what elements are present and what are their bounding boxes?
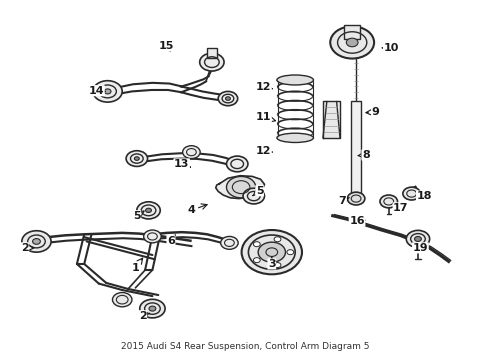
Circle shape [347, 192, 365, 205]
Text: 16: 16 [349, 216, 366, 226]
Text: 7: 7 [339, 197, 349, 206]
Circle shape [406, 230, 430, 248]
FancyBboxPatch shape [206, 48, 217, 58]
Circle shape [274, 262, 281, 267]
Circle shape [287, 249, 294, 255]
Text: 3: 3 [268, 258, 275, 269]
Circle shape [220, 237, 238, 249]
Polygon shape [323, 102, 340, 138]
Text: 15: 15 [158, 41, 174, 52]
Circle shape [346, 38, 358, 47]
Circle shape [225, 97, 230, 100]
Circle shape [22, 231, 51, 252]
Ellipse shape [277, 75, 314, 85]
Text: 5: 5 [133, 211, 144, 221]
Circle shape [253, 242, 260, 247]
Text: 10: 10 [383, 43, 399, 53]
Text: 6: 6 [167, 235, 175, 246]
Circle shape [253, 258, 260, 263]
Text: 12: 12 [256, 82, 272, 92]
Circle shape [274, 237, 281, 242]
Circle shape [104, 89, 111, 94]
Text: 2: 2 [21, 243, 34, 253]
Circle shape [243, 188, 265, 204]
Text: 13: 13 [174, 159, 191, 169]
Text: 1: 1 [131, 258, 143, 273]
Circle shape [226, 176, 256, 198]
Text: 5: 5 [253, 186, 264, 196]
Circle shape [218, 91, 238, 106]
Circle shape [140, 299, 165, 318]
Circle shape [415, 237, 421, 242]
Circle shape [242, 230, 302, 274]
Text: 9: 9 [366, 107, 380, 117]
Text: 18: 18 [416, 191, 432, 201]
Circle shape [183, 146, 200, 158]
Ellipse shape [277, 133, 314, 143]
Circle shape [144, 230, 161, 243]
Text: 19: 19 [413, 243, 428, 253]
Circle shape [330, 26, 374, 59]
Circle shape [137, 202, 160, 219]
Text: 4: 4 [188, 204, 207, 215]
Circle shape [403, 187, 420, 200]
Circle shape [134, 157, 139, 160]
Circle shape [200, 53, 224, 71]
Polygon shape [216, 176, 265, 199]
Circle shape [146, 208, 151, 212]
FancyBboxPatch shape [351, 102, 361, 196]
Text: 12: 12 [256, 147, 272, 157]
Circle shape [126, 151, 147, 166]
Text: 8: 8 [358, 150, 370, 160]
Text: 17: 17 [393, 203, 409, 213]
Text: 2: 2 [139, 311, 150, 321]
Text: 14: 14 [89, 86, 105, 96]
FancyBboxPatch shape [344, 25, 360, 39]
Circle shape [113, 293, 132, 307]
Circle shape [32, 239, 40, 244]
Circle shape [380, 195, 397, 208]
Circle shape [149, 306, 156, 311]
Circle shape [258, 242, 286, 262]
Text: 2015 Audi S4 Rear Suspension, Control Arm Diagram 5: 2015 Audi S4 Rear Suspension, Control Ar… [121, 342, 369, 351]
Text: 11: 11 [256, 112, 275, 122]
Circle shape [93, 81, 122, 102]
Circle shape [226, 156, 248, 172]
